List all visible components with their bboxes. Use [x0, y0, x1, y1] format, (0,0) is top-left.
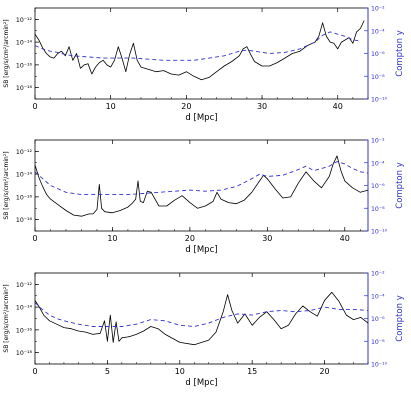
panel-middle: d [Mpc] SB [erg/s/cm²/arcmin²] Compton y…: [3, 138, 405, 256]
right-y-axis-label-bottom: Compton y: [395, 295, 405, 341]
left-y-tick-label: 10⁻¹⁸: [16, 217, 33, 224]
x-tick-label: 15: [247, 367, 257, 376]
left-y-tick-label: 10⁻¹²: [16, 149, 33, 156]
right-y-tick-label: 10⁻⁸: [371, 339, 385, 346]
left-y-axis-label-top: SB [erg/s/cm²/arcmin²]: [3, 19, 10, 87]
left-y-tick-label: 10⁻¹⁶: [16, 194, 33, 201]
right-y-tick-label: 10⁻²: [371, 271, 385, 278]
right-y-axis-label-middle: Compton y: [395, 162, 405, 208]
left-y-tick-label: 10⁻¹⁶: [16, 62, 33, 69]
x-tick-label: 30: [262, 234, 272, 243]
right-y-tick-label: 10⁻⁴: [371, 293, 385, 300]
right-y-tick-label: 10⁻⁸: [371, 74, 385, 81]
right-y-tick-label: 10⁻⁸: [371, 206, 385, 213]
panel-top: d [Mpc] SB [erg/s/cm²/arcmin²] Compton y…: [3, 6, 405, 124]
plot-frame: [35, 140, 368, 231]
right-y-tick-label: 10⁻⁴: [371, 28, 385, 35]
left-y-axis-label-bottom: SB [erg/s/cm²/arcmin²]: [3, 284, 10, 352]
x-axis-label-middle: d [Mpc]: [185, 245, 217, 255]
surface-brightness-series-line: [35, 156, 368, 216]
right-y-tick-label: 10⁻¹⁰: [371, 229, 388, 236]
left-y-tick-label: 10⁻¹⁸: [16, 350, 33, 357]
plot-frame: [35, 8, 368, 99]
x-tick-label: 10: [106, 102, 116, 111]
x-tick-label: 40: [333, 102, 343, 111]
x-tick-label: 20: [185, 234, 195, 243]
left-y-tick-label: 10⁻¹⁴: [16, 40, 33, 47]
left-y-tick-label: 10⁻¹⁴: [16, 172, 33, 179]
x-tick-label: 0: [32, 102, 37, 111]
x-tick-label: 5: [105, 367, 110, 376]
left-y-tick-label: 10⁻¹⁴: [16, 305, 33, 312]
right-y-axis-label-top: Compton y: [395, 30, 405, 76]
left-y-tick-label: 10⁻¹⁶: [16, 327, 33, 334]
x-tick-label: 30: [257, 102, 267, 111]
x-tick-label: 0: [32, 234, 37, 243]
surface-brightness-series-line: [35, 21, 364, 80]
compton-y-series-line: [35, 162, 368, 195]
right-y-tick-label: 10⁻⁶: [371, 316, 385, 323]
plot-frame: [35, 273, 368, 364]
x-axis-label-top: d [Mpc]: [185, 113, 217, 123]
x-tick-label: 10: [107, 234, 117, 243]
right-y-tick-label: 10⁻¹⁰: [371, 97, 388, 104]
x-tick-label: 40: [340, 234, 350, 243]
right-y-tick-label: 10⁻¹⁰: [371, 362, 388, 369]
left-y-tick-label: 10⁻¹⁸: [16, 85, 33, 92]
surface-brightness-series-line: [35, 292, 368, 344]
x-tick-label: 0: [32, 367, 37, 376]
left-y-tick-label: 10⁻¹²: [16, 282, 33, 289]
right-y-tick-label: 10⁻⁴: [371, 160, 385, 167]
right-y-tick-label: 10⁻²: [371, 138, 385, 145]
panel-bottom: d [Mpc] SB [erg/s/cm²/arcmin²] Compton y…: [3, 271, 405, 389]
x-axis-label-bottom: d [Mpc]: [185, 378, 217, 388]
right-y-tick-label: 10⁻²: [371, 6, 385, 13]
right-y-tick-label: 10⁻⁶: [371, 183, 385, 190]
compton-y-series-line: [35, 32, 360, 60]
x-tick-label: 20: [319, 367, 329, 376]
left-y-axis-label-middle: SB [erg/s/cm²/arcmin²]: [3, 151, 10, 219]
x-tick-label: 20: [181, 102, 191, 111]
x-tick-label: 10: [175, 367, 185, 376]
right-y-tick-label: 10⁻⁶: [371, 51, 385, 58]
left-y-tick-label: 10⁻¹²: [16, 17, 33, 24]
